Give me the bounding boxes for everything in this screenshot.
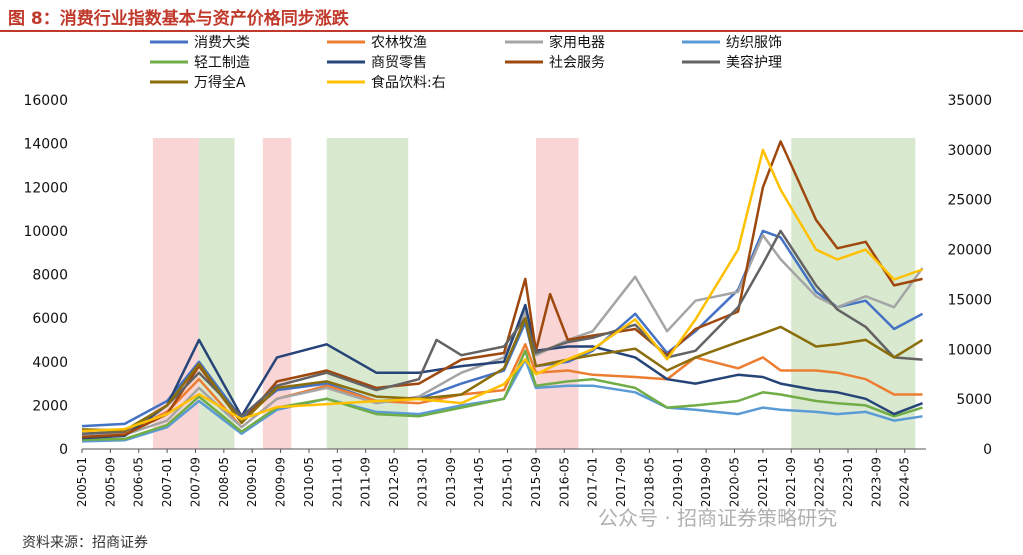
x-tick-label: 2005-09 [103, 457, 117, 507]
y-left-tick-label: 2000 [32, 398, 68, 414]
x-tick-label: 2009-01 [245, 457, 259, 507]
legend-label: 万得全A [194, 74, 246, 91]
series-lines [81, 140, 924, 443]
x-tick-label: 2023-01 [841, 457, 855, 507]
y-right-tick-label: 5000 [956, 392, 992, 408]
x-tick-label: 2010-05 [302, 457, 316, 507]
legend-label: 食品饮料:右 [371, 74, 446, 91]
y-left-tick-label: 14000 [23, 137, 68, 153]
series-line-4 [81, 349, 923, 442]
y-left-tick-label: 16000 [23, 93, 68, 109]
x-tick-label: 2019-09 [699, 457, 713, 507]
legend-label: 家用电器 [549, 34, 605, 51]
x-tick-label: 2015-01 [501, 457, 515, 507]
x-tick-label: 2007-01 [160, 457, 174, 507]
legend-label: 轻工制造 [194, 55, 250, 71]
x-tick-label: 2017-09 [614, 457, 628, 507]
x-tick-label: 2017-01 [586, 457, 600, 507]
figure-title: 图 8：消费行业指数基本与资产价格同步涨跌 [8, 9, 349, 29]
x-tick-label: 2011-09 [359, 457, 373, 507]
x-tick-label: 2008-05 [217, 457, 231, 507]
x-tick-label: 2009-09 [274, 457, 288, 507]
y-left-tick-label: 8000 [32, 268, 68, 284]
series-line-6 [81, 140, 923, 439]
legend-label: 纺织服饰 [726, 35, 782, 51]
y-left-tick-label: 10000 [23, 224, 68, 240]
x-tick-label: 2020-05 [728, 457, 742, 507]
series-line-7 [81, 229, 923, 435]
y-left-tick-label: 0 [59, 442, 68, 458]
x-tick-label: 2021-09 [784, 457, 798, 507]
title-bar: 图 8：消费行业指数基本与资产价格同步涨跌 [0, 0, 1023, 32]
legend-label: 社会服务 [549, 55, 605, 71]
y-left-tick-label: 12000 [23, 180, 68, 196]
x-tick-label: 2018-05 [642, 457, 656, 507]
watermark-text: 公众号 · 招商证券策略研究 [598, 506, 838, 530]
y-left-tick-label: 4000 [32, 355, 68, 371]
legend-label: 消费大类 [194, 35, 250, 51]
x-tick-label: 2014-05 [472, 457, 486, 507]
x-tick-label: 2013-09 [444, 457, 458, 507]
shaded-period-4 [535, 138, 579, 449]
x-tick-label: 2024-05 [898, 457, 912, 507]
y-right-tick-label: 0 [983, 442, 992, 458]
y-right-tick-label: 30000 [947, 143, 992, 159]
x-tick-label: 2016-05 [557, 457, 571, 507]
x-tick-label: 2005-01 [75, 457, 89, 507]
y-left-tick-label: 6000 [32, 311, 68, 327]
x-tick-label: 2012-05 [387, 457, 401, 507]
axes: 0 2000 4000 6000 8000 10000 12000 14000 16000 0 50… [23, 93, 992, 507]
legend-label: 农林牧渔 [371, 35, 427, 51]
y-right-tick-label: 25000 [947, 193, 992, 209]
legend-label: 商贸零售 [371, 55, 427, 71]
y-right-tick-label: 20000 [947, 243, 992, 259]
y-right-tick-label: 35000 [947, 93, 992, 109]
shaded-period-2 [262, 138, 292, 449]
y-right-tick-label: 10000 [947, 342, 992, 358]
x-tick-label: 2021-01 [756, 457, 770, 507]
x-tick-label: 2013-01 [415, 457, 429, 507]
x-tick-label: 2015-09 [529, 457, 543, 507]
series-line-9 [81, 148, 923, 433]
x-tick-label: 2007-09 [188, 457, 202, 507]
source-note: 资料来源：招商证券 [22, 535, 148, 551]
shaded-period-5 [791, 138, 916, 449]
x-tick-label: 2006-05 [132, 457, 146, 507]
x-tick-label: 2023-09 [869, 457, 883, 507]
series-line-3 [81, 358, 923, 443]
x-tick-label: 2011-01 [330, 457, 344, 507]
x-tick-label: 2019-01 [671, 457, 685, 507]
x-tick-label: 2022-05 [813, 457, 827, 507]
legend-label: 美容护理 [726, 54, 782, 71]
y-right-tick-label: 15000 [947, 292, 992, 308]
